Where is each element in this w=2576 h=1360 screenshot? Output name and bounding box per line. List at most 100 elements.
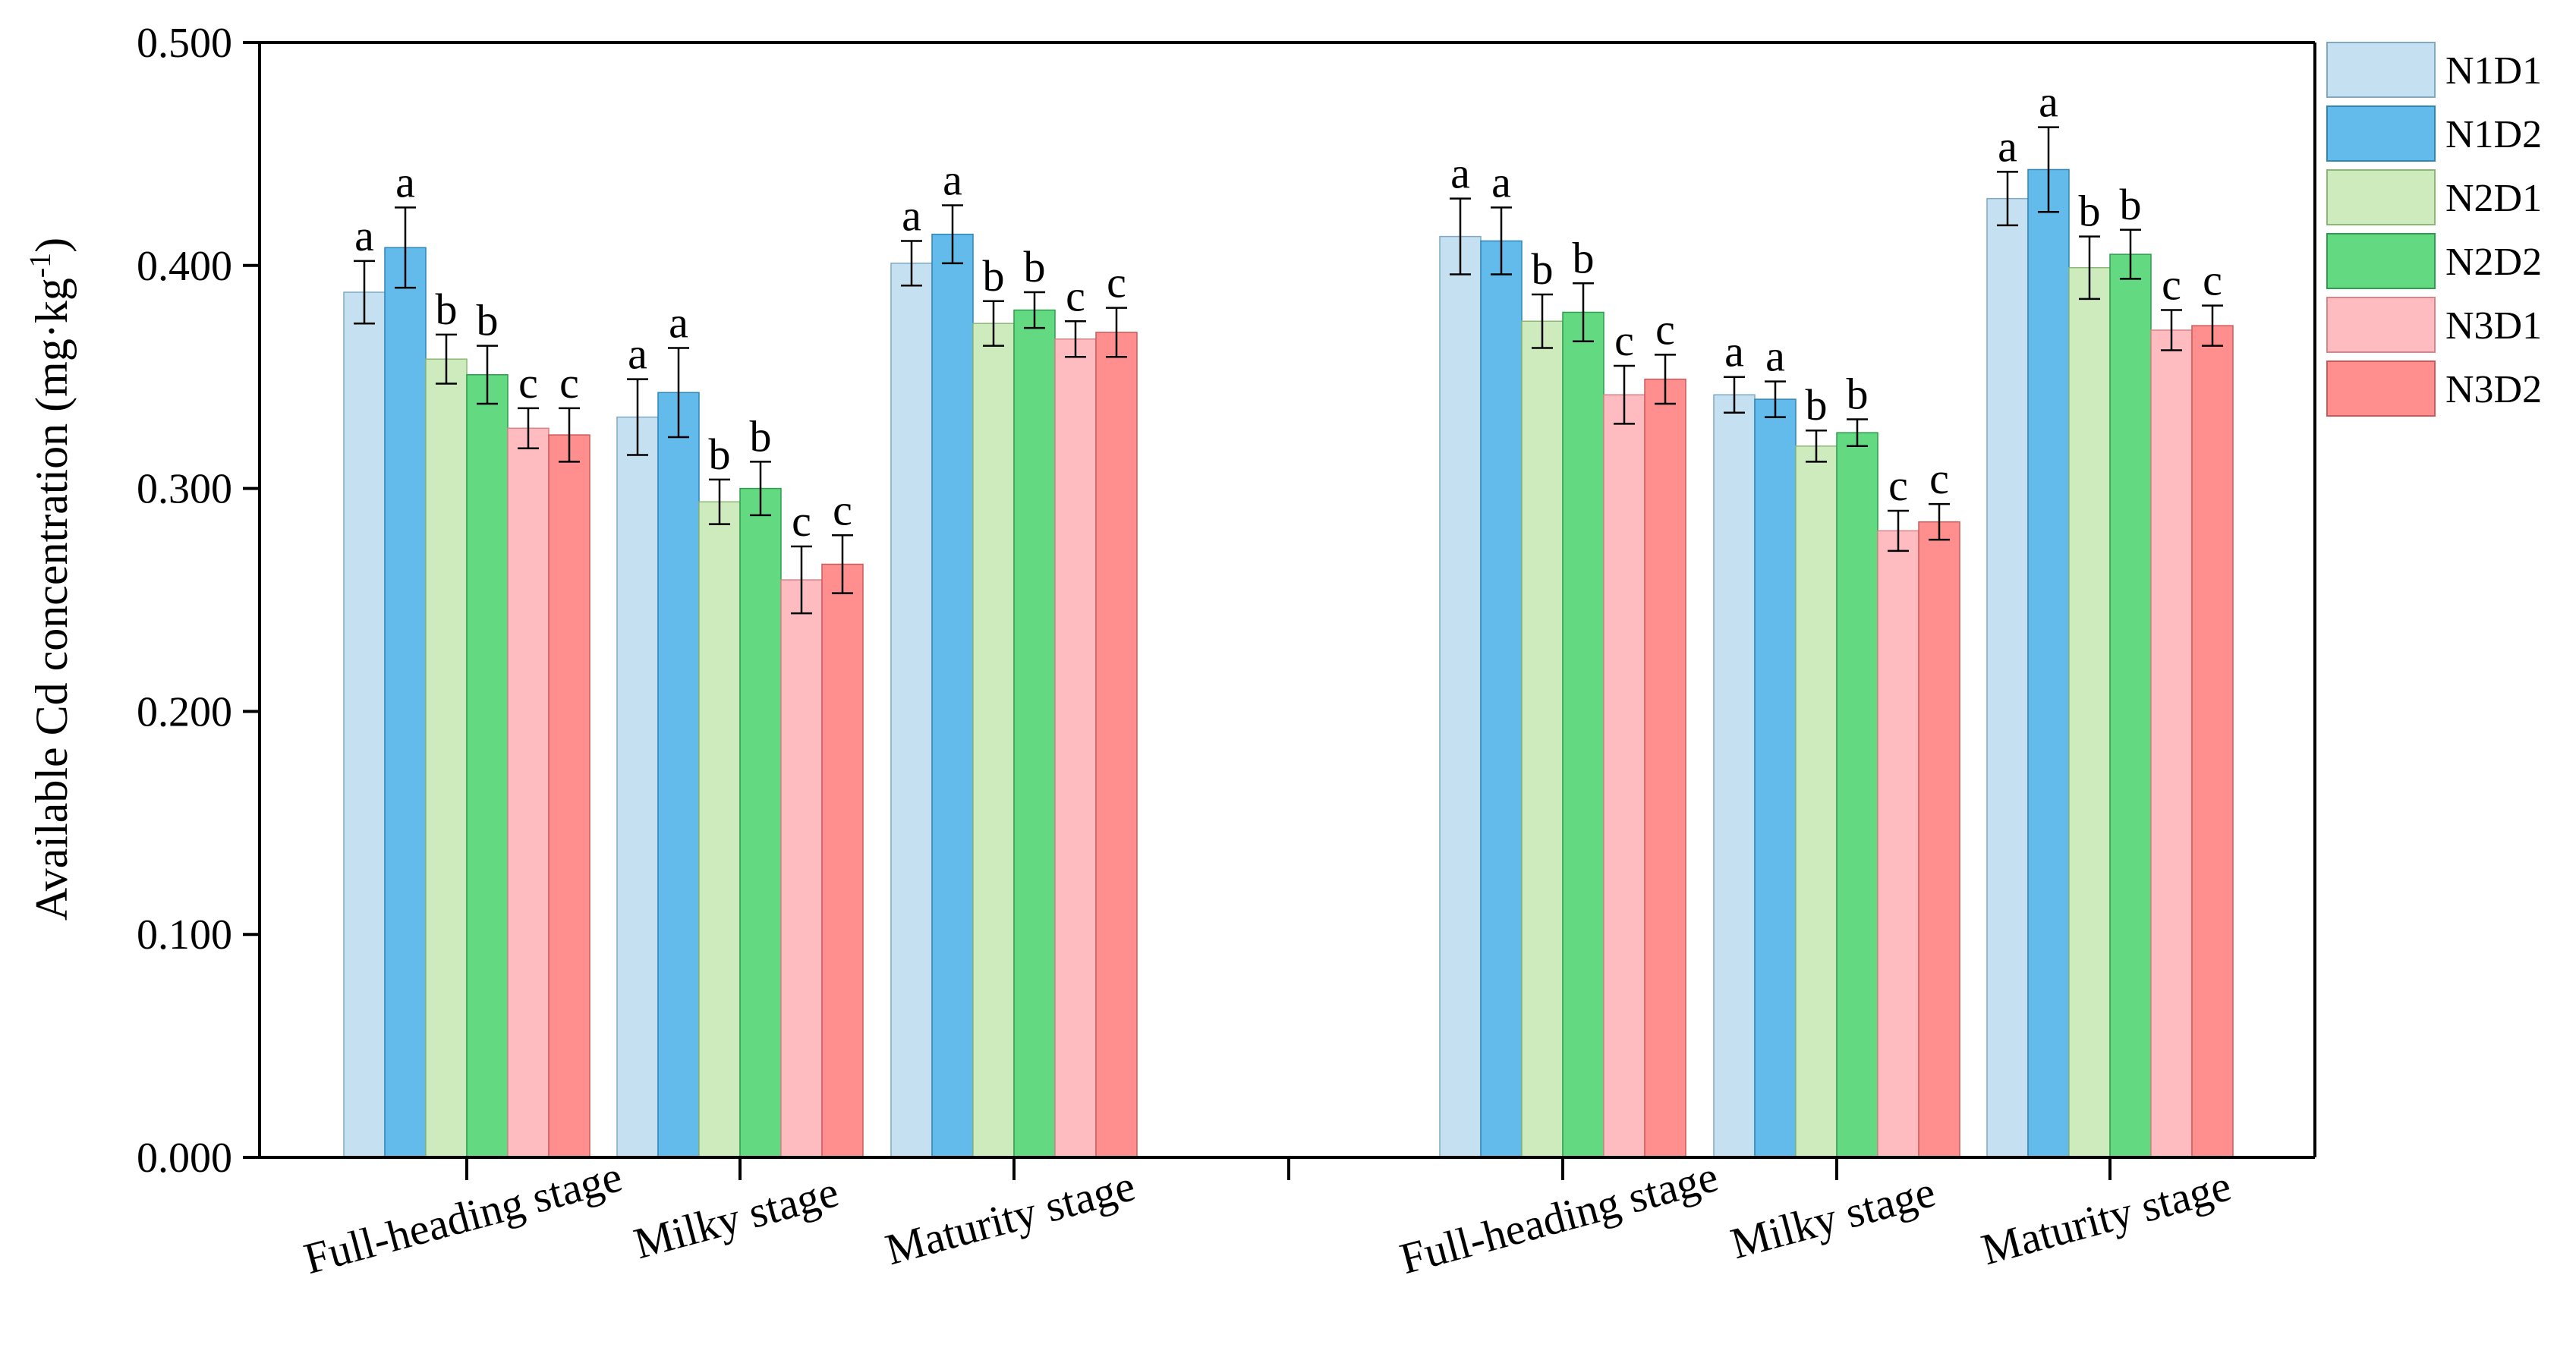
significance-letter: a [354,211,374,260]
bar-n1d1-g1-c3 [890,263,933,1158]
legend-swatch-n2d2 [2326,233,2436,289]
x-category-label: Maturity stage [1976,1160,2236,1274]
bar-n2d2-g1-c3 [1013,309,1056,1158]
bar-n2d2-g2-c1 [1562,311,1604,1158]
significance-letter: b [1532,244,1554,294]
legend: N1D1 N1D2 N2D1 N2D2 N3D1 N3D2 [2326,42,2542,417]
significance-letter: a [628,329,647,379]
significance-letter: c [1655,304,1675,354]
bar-n3d2-g1-c1 [548,434,590,1158]
bar-n1d1-g2-c3 [1986,197,2029,1158]
bar-n3d2-g1-c2 [821,563,864,1158]
bar-n1d1-g1-c1 [343,291,386,1158]
legend-swatch-n1d2 [2326,105,2436,162]
legend-swatch-n2d1 [2326,169,2436,225]
significance-letter: b [709,430,731,479]
significance-letter: b [1806,380,1828,430]
significance-letter: a [1765,332,1785,381]
bar-n3d1-g2-c1 [1603,394,1645,1158]
significance-letter: c [1888,461,1908,510]
significance-letter: a [1724,327,1744,376]
bar-n2d1-g1-c3 [972,323,1015,1158]
legend-label-n2d1: N2D1 [2445,177,2542,220]
bar-n1d1-g2-c1 [1439,235,1482,1158]
bar-n1d2-g2-c2 [1754,398,1797,1158]
bar-n3d2-g2-c2 [1918,521,1960,1158]
bar-n3d1-g1-c3 [1054,338,1097,1158]
significance-letter: b [983,251,1005,301]
legend-swatch-n3d2 [2326,360,2436,417]
bar-n3d1-g1-c1 [507,427,550,1158]
legend-label-n3d2: N3D2 [2445,368,2542,411]
significance-letter: c [1066,271,1085,320]
significance-letter: c [559,358,579,408]
bar-n2d2-g1-c1 [466,374,509,1158]
significance-letter: b [750,411,772,461]
significance-letter: a [902,190,921,240]
bar-n3d2-g2-c3 [2191,325,2234,1158]
bar-n3d1-g2-c3 [2150,329,2193,1158]
x-category-label: Milky stage [1725,1166,1940,1268]
significance-letter: b [477,296,499,345]
significance-letter: c [1614,316,1634,365]
y-tick-label: 0.200 [137,688,232,735]
bar-n2d1-g2-c3 [2068,266,2111,1158]
legend-swatch-n3d1 [2326,297,2436,353]
y-axis-title-sup: -1 [23,253,57,278]
significance-letter: b [436,285,458,334]
x-category-label: Full-heading stage [299,1151,627,1283]
significance-letter: c [792,496,811,546]
x-category-label: Maturity stage [880,1160,1140,1274]
legend-label-n2d2: N2D2 [2445,241,2542,284]
significance-letter: a [395,157,415,206]
legend-label-n1d2: N1D2 [2445,113,2542,156]
legend-label-n1d1: N1D1 [2445,49,2542,93]
significance-letter: a [943,155,962,204]
significance-letter: c [2203,256,2222,305]
y-axis-title: Available Cd concentration (mg·kg-1) [23,238,77,921]
significance-letter: c [2162,260,2181,310]
significance-letter: c [1929,454,1949,503]
y-axis-title-main: Available Cd concentration (mg·kg [27,278,77,921]
bar-n3d2-g1-c3 [1095,332,1138,1158]
bar-n2d1-g2-c1 [1521,320,1564,1158]
y-tick-label: 0.100 [137,911,232,959]
significance-letter: c [518,358,538,408]
y-axis-title-close: ) [27,238,77,253]
bar-n3d1-g1-c2 [780,579,823,1158]
significance-letter: b [1024,242,1046,291]
bar-n2d1-g1-c1 [425,358,468,1158]
bar-n2d2-g2-c2 [1836,432,1878,1158]
bar-n2d2-g2-c3 [2109,253,2152,1158]
bar-n3d2-g2-c1 [1644,378,1686,1158]
legend-swatch-n1d1 [2326,42,2436,98]
significance-letter: b [2120,180,2142,229]
bar-n2d1-g1-c2 [698,501,741,1158]
significance-letter: b [1847,370,1869,419]
significance-letter: a [669,298,688,348]
bar-n3d1-g2-c2 [1877,530,1919,1158]
bar-n2d1-g2-c2 [1795,445,1838,1158]
significance-letter: c [833,485,852,534]
significance-letter: a [1998,121,2017,171]
significance-letter: c [1107,258,1126,307]
x-category-label: Milky stage [628,1166,843,1268]
legend-label-n3d1: N3D1 [2445,304,2542,348]
y-tick-label: 0.500 [137,20,232,67]
bar-n1d1-g1-c2 [616,416,659,1158]
significance-letter: a [2039,77,2058,127]
bar-n1d2-g2-c1 [1480,240,1523,1158]
bar-n1d2-g1-c2 [657,392,700,1158]
bar-n1d1-g2-c2 [1713,394,1756,1158]
x-category-label: Full-heading stage [1395,1151,1723,1283]
y-tick-label: 0.000 [137,1135,232,1182]
bar-n1d2-g1-c3 [931,233,974,1158]
significance-letter: a [1491,157,1511,206]
y-tick-label: 0.400 [137,243,232,290]
bar-n1d2-g1-c1 [384,247,427,1158]
significance-letter: a [1450,149,1470,198]
bar-n2d2-g1-c2 [739,487,782,1158]
significance-letter: b [1573,233,1595,282]
